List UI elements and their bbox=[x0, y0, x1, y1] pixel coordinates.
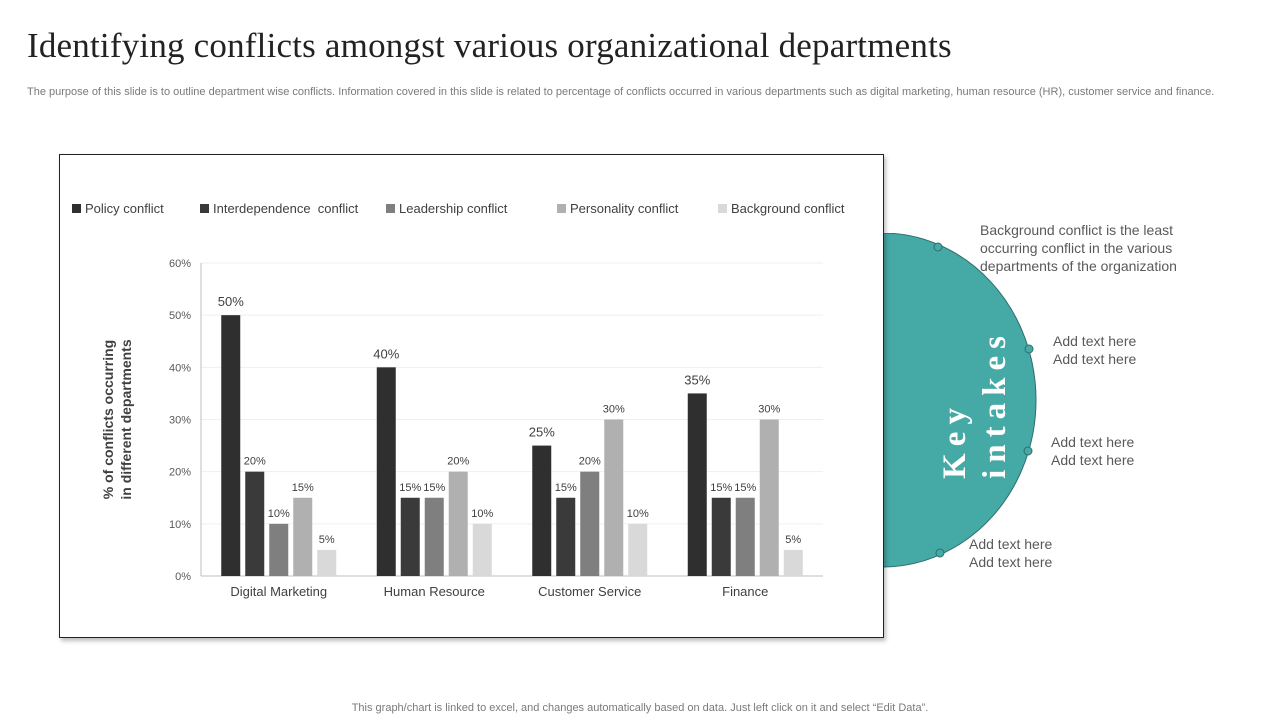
data-label: 15% bbox=[555, 482, 577, 494]
key-intakes-label: Key intakes bbox=[920, 329, 1030, 479]
data-label: 30% bbox=[758, 404, 780, 416]
legend-item: Interdependence conflict bbox=[200, 201, 358, 216]
y-tick-label: 50% bbox=[169, 310, 191, 322]
y-axis-title: % of conflicts occurring in different dep… bbox=[100, 339, 134, 499]
data-label: 20% bbox=[447, 456, 469, 468]
legend-label: Personality conflict bbox=[570, 201, 679, 216]
data-label: 15% bbox=[734, 482, 756, 494]
bar bbox=[580, 471, 600, 576]
data-label: 10% bbox=[627, 508, 649, 520]
bar bbox=[424, 497, 444, 576]
data-label: 30% bbox=[603, 404, 625, 416]
data-label: 10% bbox=[471, 508, 493, 520]
key-note-2: Add text here Add text here bbox=[1053, 333, 1137, 367]
key-intakes-label-line2: intakes bbox=[977, 329, 1013, 479]
y-axis-title-line: in different departments bbox=[118, 339, 134, 499]
legend-label: Background conflict bbox=[731, 201, 845, 216]
data-label: 20% bbox=[244, 456, 266, 468]
page-title: Identifying conflicts amongst various or… bbox=[27, 26, 952, 65]
y-tick-label: 0% bbox=[175, 571, 191, 583]
data-label: 20% bbox=[579, 456, 601, 468]
bar bbox=[604, 419, 624, 576]
key-intakes-label-line1: Key bbox=[937, 401, 973, 479]
bar bbox=[400, 497, 420, 576]
x-category-label: Finance bbox=[722, 584, 768, 599]
bar-chart: 0% 10% 20% 30% 40% 50% 60% % of conflicts occur… bbox=[100, 258, 823, 599]
legend-swatch bbox=[72, 204, 81, 213]
bar bbox=[293, 497, 313, 576]
legend-swatch bbox=[386, 204, 395, 213]
legend-swatch bbox=[200, 204, 209, 213]
y-tick-label: 40% bbox=[169, 362, 191, 374]
bar bbox=[783, 549, 803, 576]
bar bbox=[711, 497, 731, 576]
bar bbox=[532, 445, 552, 576]
legend-swatch bbox=[557, 204, 566, 213]
x-category-label: Customer Service bbox=[538, 584, 641, 599]
key-note-4: Add text here Add text here bbox=[969, 536, 1053, 570]
data-label: 25% bbox=[529, 425, 555, 440]
data-label: 5% bbox=[319, 534, 335, 546]
legend-swatch bbox=[718, 204, 727, 213]
bar bbox=[221, 315, 241, 576]
data-label: 10% bbox=[268, 508, 290, 520]
legend-label: Leadership conflict bbox=[399, 201, 508, 216]
data-label: 15% bbox=[399, 482, 421, 494]
data-label: 15% bbox=[423, 482, 445, 494]
connector-dot-3 bbox=[1023, 446, 1033, 456]
bar bbox=[628, 523, 648, 576]
legend-item: Policy conflict bbox=[72, 201, 164, 216]
y-tick-label: 10% bbox=[169, 519, 191, 531]
chart-container: Policy conflict Interdependence conflict L… bbox=[59, 154, 884, 638]
bar bbox=[472, 523, 492, 576]
connector-dot-1 bbox=[933, 242, 943, 252]
legend-label: Policy conflict bbox=[85, 201, 164, 216]
data-label: 5% bbox=[785, 534, 801, 546]
bar bbox=[269, 523, 289, 576]
key-note-3: Add text here Add text here bbox=[1051, 434, 1135, 468]
bar bbox=[317, 549, 337, 576]
connector-dot-2 bbox=[1024, 344, 1034, 354]
legend-item: Leadership conflict bbox=[386, 201, 507, 216]
x-category-label: Human Resource bbox=[384, 584, 485, 599]
connector-dot-4 bbox=[935, 548, 945, 558]
y-tick-label: 60% bbox=[169, 258, 191, 270]
legend-label: Interdependence conflict bbox=[213, 201, 359, 216]
data-label: 40% bbox=[373, 346, 399, 361]
bar bbox=[687, 393, 707, 576]
y-axis-title-line: % of conflicts occurring bbox=[100, 340, 116, 499]
page-subtitle: The purpose of this slide is to outline … bbox=[27, 86, 1215, 98]
data-label: 35% bbox=[684, 372, 710, 387]
bar bbox=[376, 367, 396, 576]
data-label: 15% bbox=[710, 482, 732, 494]
data-label: 50% bbox=[218, 294, 244, 309]
legend-item: Personality conflict bbox=[557, 201, 678, 216]
footer-note: This graph/chart is linked to excel, and… bbox=[351, 702, 929, 714]
legend-item: Background conflict bbox=[718, 201, 844, 216]
bar bbox=[735, 497, 755, 576]
y-tick-label: 20% bbox=[169, 467, 191, 479]
y-tick-label: 30% bbox=[169, 415, 191, 427]
key-note-1: Background conflict is the least occurri… bbox=[980, 222, 1177, 274]
bar bbox=[556, 497, 576, 576]
bar bbox=[245, 471, 265, 576]
chart-legend: Policy conflict Interdependence conflict L… bbox=[72, 201, 872, 217]
data-label: 15% bbox=[292, 482, 314, 494]
bar bbox=[448, 471, 468, 576]
bar bbox=[759, 419, 779, 576]
x-category-label: Digital Marketing bbox=[230, 584, 327, 599]
